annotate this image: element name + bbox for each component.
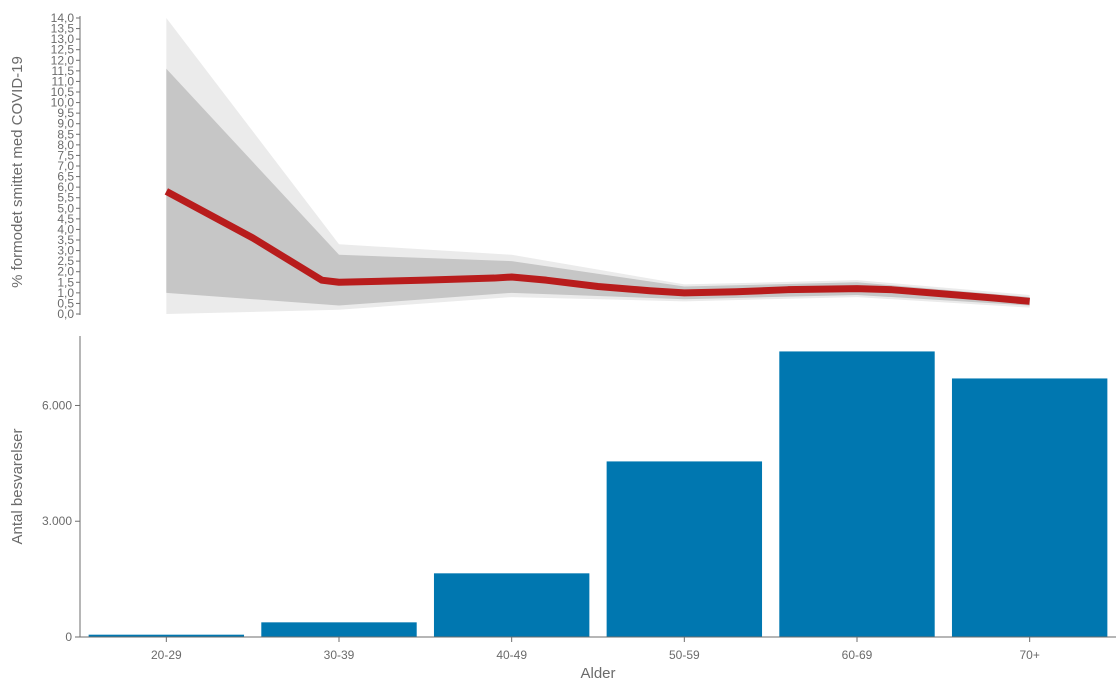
y-axis-label: Antal besvarelser (9, 429, 26, 545)
x-axis-label: Alder (580, 665, 615, 682)
bar-30-39 (261, 622, 416, 637)
bar-70+ (952, 378, 1107, 637)
y-tick-label: 3.000 (42, 514, 72, 528)
bar-50-59 (607, 461, 762, 637)
x-tick-label: 70+ (1019, 648, 1039, 662)
bar-60-69 (779, 351, 934, 637)
x-tick-label: 60-69 (842, 648, 873, 662)
infection-rate-panel: 0,00,51,01,52,02,53,03,54,04,55,05,56,06… (9, 11, 1030, 321)
x-tick-label: 50-59 (669, 648, 700, 662)
y-tick-label: 0 (65, 630, 72, 644)
bar-40-49 (434, 573, 589, 637)
y-tick-label: 6.000 (42, 398, 72, 412)
y-tick-label: 14,0 (51, 11, 75, 25)
x-tick-label: 40-49 (496, 648, 527, 662)
x-tick-label: 20-29 (151, 648, 182, 662)
x-tick-label: 30-39 (324, 648, 355, 662)
responses-bar-panel: 0 3.000 6.000 20-29 30-39 40-49 50-59 60-69 70+ A… (9, 336, 1116, 682)
y-axis-label: % formodet smittet med COVID-19 (9, 56, 26, 288)
